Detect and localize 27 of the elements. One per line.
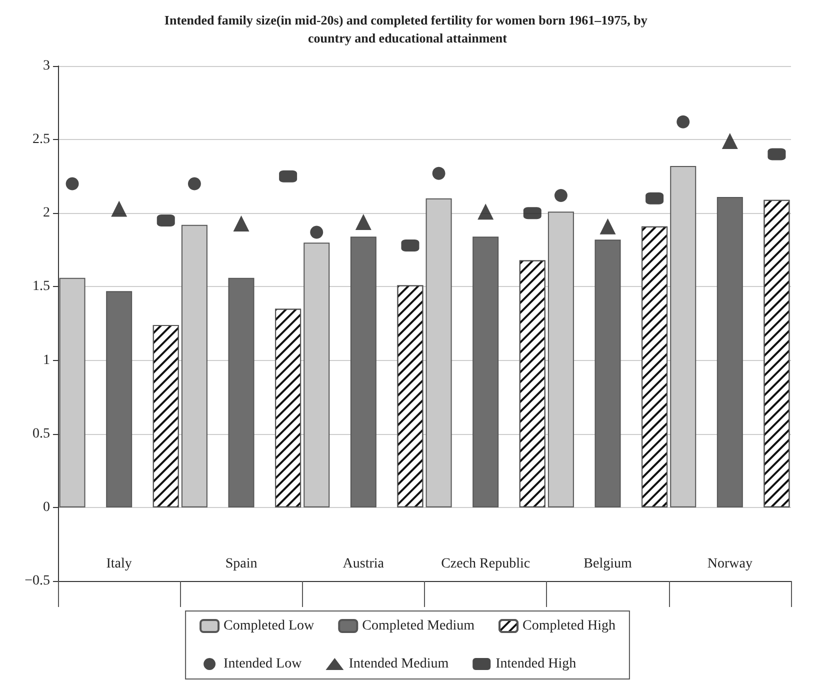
bar (106, 291, 132, 508)
legend-label: Completed High (522, 618, 616, 634)
y-tick-label: 1 (43, 352, 50, 368)
y-tick-label: 0.5 (32, 426, 50, 442)
y-tick-label: 1.5 (32, 279, 50, 294)
x-tick-label: Czech Republic (441, 556, 530, 572)
bar (472, 236, 499, 508)
x-tick-label: Spain (225, 556, 258, 572)
bar (228, 278, 254, 508)
chart-title: Intended family size(in mid-20s) and completed fertility for women born 1961–1975, by country and educational attainment (164, 12, 651, 46)
x-tick-label: Belgium (584, 556, 632, 572)
bar (350, 236, 376, 508)
legend-label: Intended Low (224, 656, 303, 672)
y-tick-label: 0 (43, 500, 50, 515)
y-tick-label: 2.5 (32, 132, 50, 148)
x-tick-label: Austria (342, 556, 385, 572)
x-tick-label: Italy (106, 556, 132, 572)
legend-label: Intended High (496, 656, 576, 672)
y-tick-label: −0.5 (24, 574, 50, 588)
x-tick-label: Norway (707, 556, 752, 572)
legend-label: Intended Medium (348, 656, 449, 672)
y-tick-label: 2 (43, 206, 50, 221)
y-tick-label: 3 (43, 58, 50, 74)
bar (716, 196, 743, 508)
bar (594, 240, 621, 508)
legend-label: Completed Medium (362, 618, 475, 634)
legend-label: Completed Low (224, 618, 316, 634)
